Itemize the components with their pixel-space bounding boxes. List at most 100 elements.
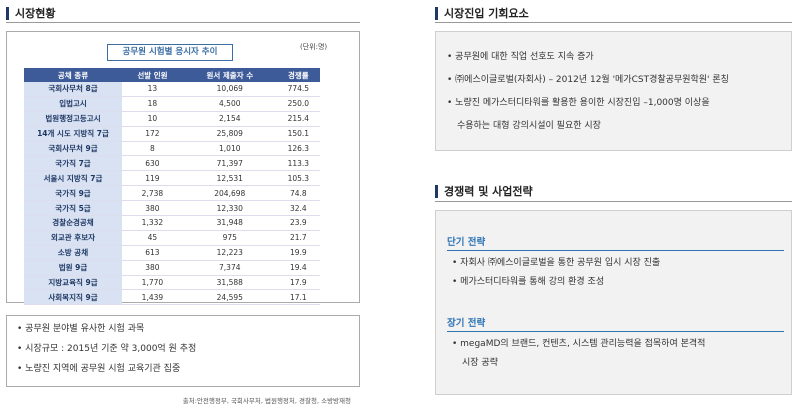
table-row: 국가직 7급 630 71,397 113.3 (24, 155, 320, 172)
cell-applicants: 1,010 (182, 141, 277, 157)
cell-ratio: 215.4 (276, 111, 320, 127)
cell-applicants: 204,698 (182, 185, 277, 202)
cell-applicants: 12,223 (182, 245, 277, 261)
summary-bullet: • 공무원 분야별 유사한 시험 과목 (17, 324, 145, 334)
long-term-title: 장기 전략 (447, 318, 486, 329)
cell-selected: 172 (122, 126, 183, 142)
cell-type: 외교관 후보자 (24, 230, 122, 246)
opportunity-bullet: • ㈜에스이글로벌(자회사) – 2012년 12월 '메가CST경찰공무원학원… (447, 75, 729, 85)
cell-ratio: 17.9 (276, 275, 320, 291)
cell-type: 경찰순경공채 (24, 215, 122, 231)
cell-type: 소방 공채 (24, 245, 122, 261)
cell-ratio: 17.1 (276, 289, 320, 306)
table-row: 서울시 지방직 7급 119 12,531 105.3 (24, 170, 320, 187)
section-marker (435, 184, 438, 198)
cell-type: 국가직 9급 (24, 185, 122, 202)
summary-panel (6, 315, 360, 387)
table-row: 법원행정고등고시 10 2,154 215.4 (24, 111, 320, 127)
table-row: 소방 공채 613 12,223 19.9 (24, 245, 320, 261)
section-title-entry-opportunity: 시장진입 기회요소 (435, 5, 529, 21)
applicant-table: 공채 종류 선발 인원 원서 제출자 수 경쟁률 국회사무처 8급 13 10,06… (24, 68, 320, 306)
opportunity-panel (435, 31, 792, 151)
section-title-text: 경쟁력 및 사업전략 (444, 185, 533, 198)
summary-bullet: • 노량진 지역에 공무원 시험 교육기관 집중 (17, 364, 181, 374)
cell-applicants: 71,397 (182, 155, 277, 172)
long-term-rule (447, 331, 784, 332)
cell-selected: 380 (122, 200, 183, 217)
table-row: 법원 9급 380 7,374 19.4 (24, 260, 320, 276)
cell-selected: 10 (122, 111, 183, 127)
table-row: 입법고시 18 4,500 250.0 (24, 96, 320, 112)
col-header-type: 공채 종류 (24, 68, 122, 82)
cell-applicants: 2,154 (182, 111, 277, 127)
col-header-selected: 선발 인원 (122, 68, 183, 82)
cell-ratio: 74.8 (276, 185, 320, 202)
table-row: 경찰순경공채 1,332 31,948 23.9 (24, 215, 320, 231)
cell-applicants: 12,531 (182, 170, 277, 187)
section-rule (435, 22, 792, 23)
table-header-row: 공채 종류 선발 인원 원서 제출자 수 경쟁률 (24, 68, 320, 82)
table-row: 국회사무처 9급 8 1,010 126.3 (24, 141, 320, 157)
table-row: 국가직 9급 2,738 204,698 74.8 (24, 185, 320, 202)
section-marker (6, 6, 9, 20)
cell-selected: 1,439 (122, 289, 183, 306)
table-row: 14개 시도 지방직 7급 172 25,809 150.1 (24, 126, 320, 142)
summary-bullet: • 시장규모 : 2015년 기준 약 3,000억 원 추정 (17, 344, 197, 354)
cell-type: 국가직 5급 (24, 200, 122, 217)
section-marker (435, 6, 438, 20)
cell-ratio: 32.4 (276, 200, 320, 217)
section-rule (435, 201, 792, 202)
cell-ratio: 113.3 (276, 155, 320, 172)
table-row: 외교관 후보자 45 975 21.7 (24, 230, 320, 246)
source-note: 출처:안전행정부, 국회사무처, 법원행정처, 경찰청, 소방방재청 (182, 397, 351, 405)
opportunity-bullet: • 노량진 메가스터디타워를 활용한 용이한 시장진입 –1,000명 이상을 (447, 98, 710, 108)
cell-ratio: 23.9 (276, 215, 320, 231)
section-title-strategy: 경쟁력 및 사업전략 (435, 183, 533, 199)
long-term-bullet: • megaMD의 브랜드, 컨텐츠, 시스템 관리능력을 접목하여 본격적 (452, 339, 706, 349)
cell-ratio: 19.9 (276, 245, 320, 261)
cell-selected: 119 (122, 170, 183, 187)
cell-type: 법원행정고등고시 (24, 111, 122, 127)
cell-selected: 630 (122, 155, 183, 172)
cell-selected: 18 (122, 96, 183, 112)
cell-type: 사회복지직 9급 (24, 289, 122, 306)
cell-applicants: 31,948 (182, 215, 277, 231)
section-title-text: 시장현황 (15, 7, 56, 20)
cell-ratio: 126.3 (276, 141, 320, 157)
cell-type: 지방교육직 9급 (24, 275, 122, 291)
opportunity-bullet-continued: 수용하는 대형 강의시설이 필요한 시장 (457, 121, 601, 131)
cell-ratio: 19.4 (276, 260, 320, 276)
cell-ratio: 105.3 (276, 170, 320, 187)
cell-applicants: 10,069 (182, 82, 277, 97)
cell-ratio: 250.0 (276, 96, 320, 112)
cell-type: 국회사무처 8급 (24, 82, 122, 97)
table-row: 사회복지직 9급 1,439 24,595 17.1 (24, 289, 320, 306)
cell-selected: 613 (122, 245, 183, 261)
table-unit: (단위:명) (300, 43, 328, 51)
cell-applicants: 24,595 (182, 289, 277, 306)
cell-type: 14개 시도 지방직 7급 (24, 126, 122, 142)
cell-selected: 1,770 (122, 275, 183, 291)
cell-applicants: 31,588 (182, 275, 277, 291)
short-term-bullet: • 자회사 ㈜에스이글로벌을 통한 공무원 입시 시장 진출 (452, 258, 661, 268)
table-row: 국회사무처 8급 13 10,069 774.5 (24, 82, 320, 97)
cell-ratio: 774.5 (276, 82, 320, 97)
cell-ratio: 21.7 (276, 230, 320, 246)
cell-applicants: 4,500 (182, 96, 277, 112)
table-row: 지방교육직 9급 1,770 31,588 17.9 (24, 275, 320, 291)
section-rule (6, 22, 360, 23)
cell-type: 입법고시 (24, 96, 122, 112)
table-title: 공무원 시험별 응시자 추이 (107, 44, 233, 61)
short-term-title: 단기 전략 (447, 237, 486, 248)
col-header-ratio: 경쟁률 (276, 68, 320, 82)
cell-applicants: 25,809 (182, 126, 277, 142)
section-title-market-status: 시장현황 (6, 5, 55, 21)
col-header-applicants: 원서 제출자 수 (182, 68, 277, 82)
cell-type: 서울시 지방직 7급 (24, 170, 122, 187)
long-term-bullet-continued: 시장 공략 (462, 358, 498, 368)
cell-selected: 380 (122, 260, 183, 276)
opportunity-bullet: • 공무원에 대한 직업 선호도 지속 증가 (447, 52, 594, 62)
cell-selected: 8 (122, 141, 183, 157)
strategy-panel (435, 210, 792, 395)
table-row: 국가직 5급 380 12,330 32.4 (24, 200, 320, 217)
